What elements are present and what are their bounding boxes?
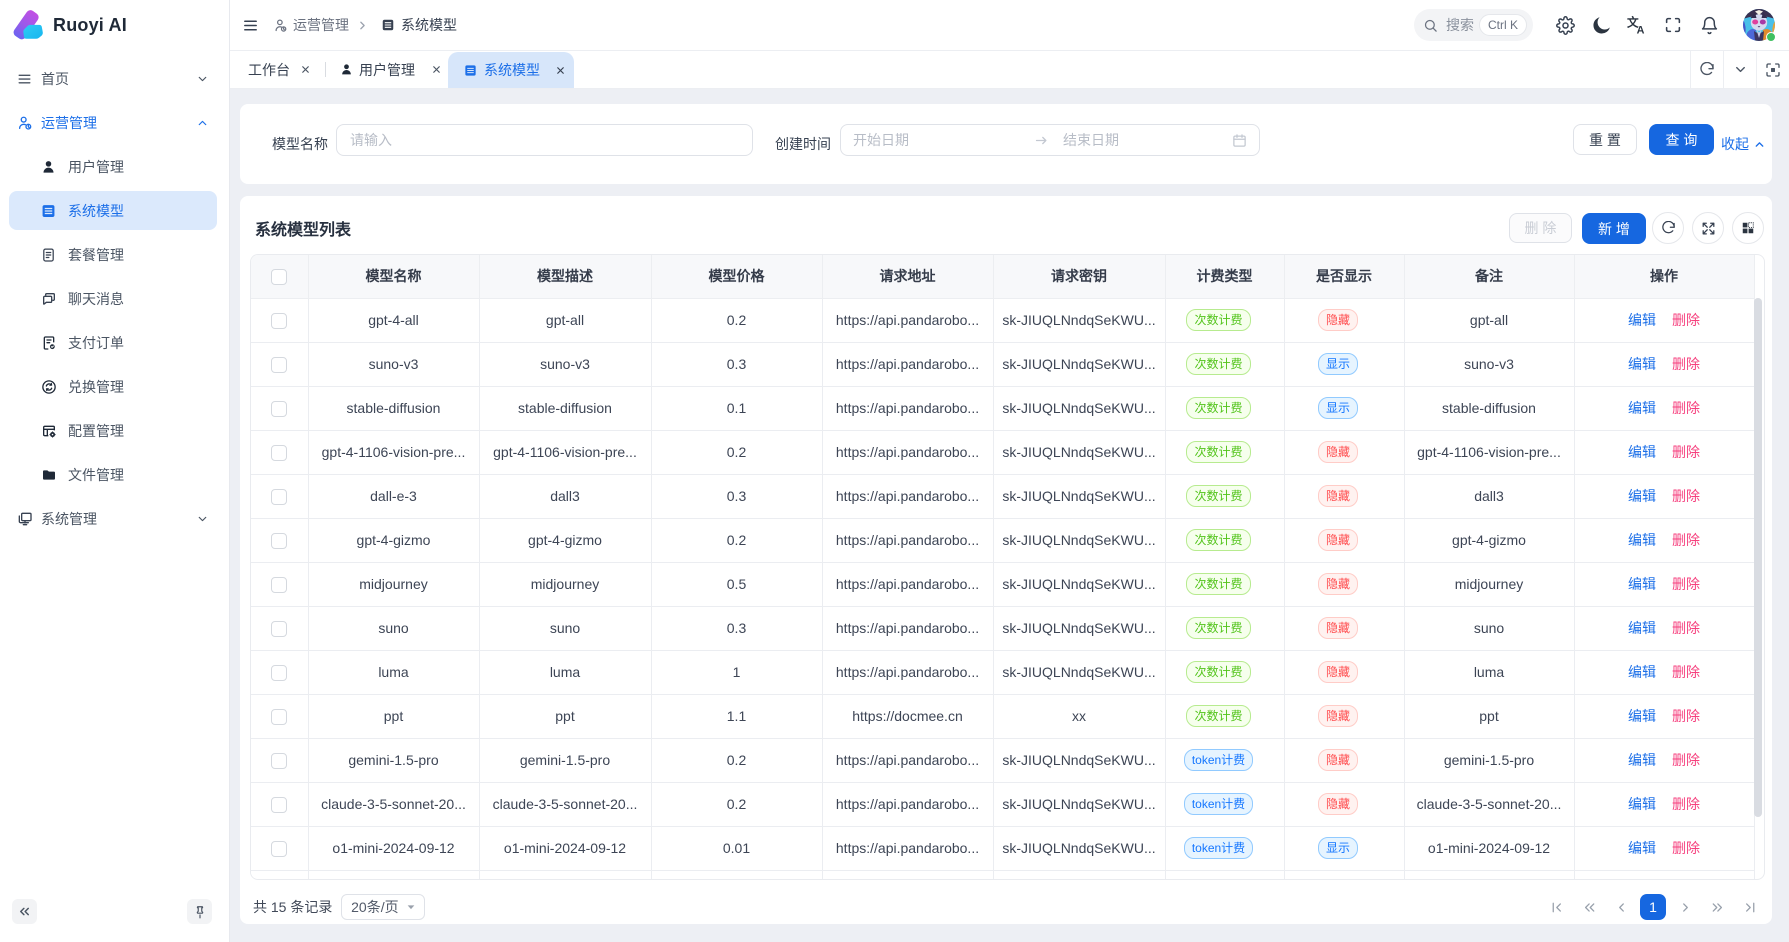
svg-text:文: 文 [1627,15,1639,29]
svg-text:A: A [1637,24,1645,35]
